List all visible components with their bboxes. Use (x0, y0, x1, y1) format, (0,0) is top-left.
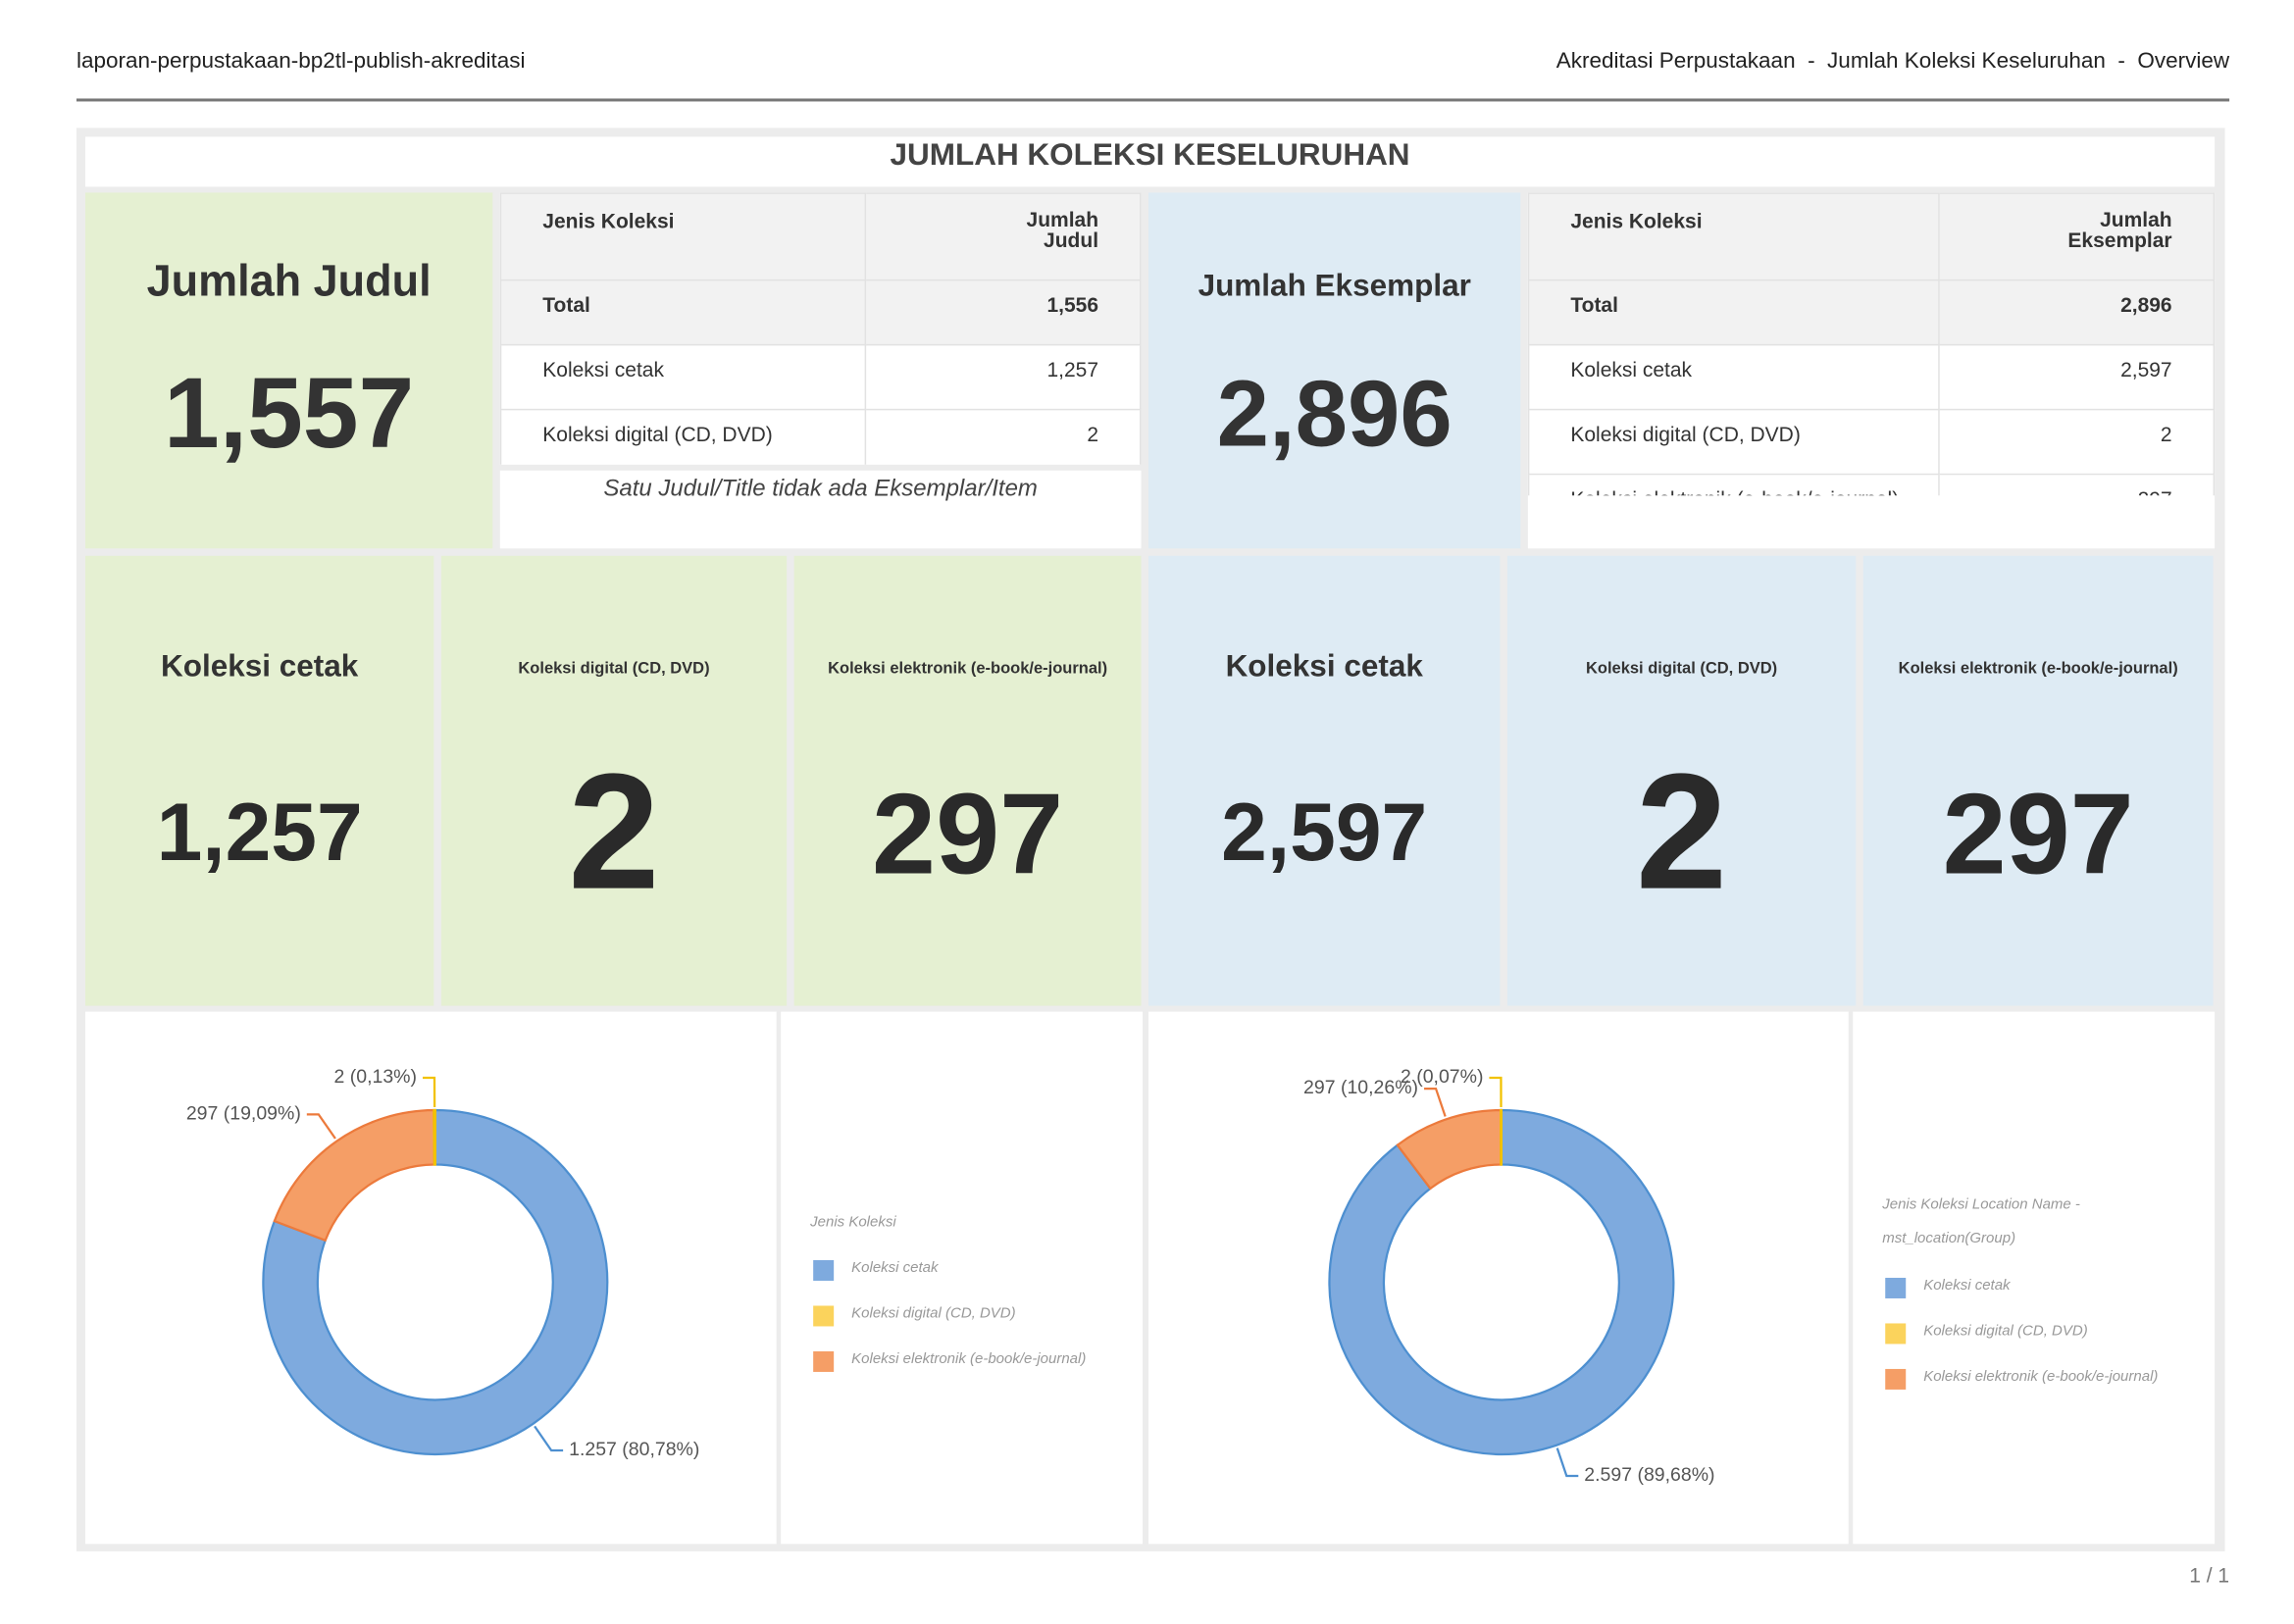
legend-item: Koleksi cetak (1923, 1277, 2011, 1294)
kpi-card: Koleksi digital (CD, DVD) 2 (440, 555, 788, 1006)
table-row: Koleksi cetak 1,257 (499, 343, 1142, 411)
table-total-row: Total 1,556 (499, 279, 1142, 346)
kpi-label: Koleksi cetak (1225, 649, 1423, 685)
legend-panel: Jenis Koleksi Koleksi cetak Koleksi digita… (781, 1011, 1144, 1545)
table-cell: Koleksi digital (CD, DVD) (1527, 408, 1940, 476)
table-row: Koleksi elektronik (e-book/e-journal)297 (1527, 473, 2216, 496)
column-header: Jumlah Judul (1026, 207, 1099, 252)
column-header: Jenis Koleksi (1527, 192, 1940, 281)
table-header-row: Jenis Koleksi Jumlah Judul (499, 192, 1142, 281)
donut-slice (1499, 1108, 1504, 1166)
data-table: Jenis Koleksi Jumlah Eksemplar Total 2,896 K… (1527, 192, 2216, 496)
table-cell: Koleksi cetak (1527, 343, 1940, 411)
legend-panel: Jenis Koleksi Location Name - mst_locati… (1853, 1011, 2216, 1545)
scorecard: Jumlah Judul 1,557 (84, 192, 493, 549)
donut-slice (273, 1108, 435, 1243)
legend-item: Koleksi cetak (851, 1259, 939, 1277)
data-label: 2 (0,07%) (1401, 1066, 1483, 1088)
data-label: 2.597 (89,68%) (1584, 1464, 1714, 1486)
kpi-card: Koleksi digital (CD, DVD) 2 (1506, 555, 1857, 1006)
table-cell: Total (1527, 279, 1940, 346)
donut-slice (1328, 1108, 1675, 1456)
data-label: 297 (10,26%) (1303, 1077, 1418, 1098)
table-cell: 1,556 (864, 279, 1142, 346)
column-header: Jumlah Eksemplar (2067, 207, 2172, 252)
table-panel: Jenis Koleksi Jumlah Judul Total 1,556 Kolek… (499, 192, 1142, 465)
leader-line (1555, 1447, 1579, 1478)
page-number: 1 / 1 (2189, 1562, 2230, 1587)
scorecard-label: Jumlah Eksemplar (1198, 269, 1471, 303)
scorecard-value: 1,557 (164, 357, 415, 470)
column-header-cell: Jumlah Judul (864, 192, 1142, 281)
legend-title: Jenis Koleksi (810, 1214, 896, 1231)
kpi-value: 1,257 (156, 785, 363, 879)
data-label: 297 (19,09%) (186, 1103, 301, 1125)
kpi-card: Koleksi elektronik (e-book/e-journal) 297 (1862, 555, 2214, 1006)
legend-item: Koleksi digital (CD, DVD) (851, 1305, 1016, 1322)
legend-swatch (813, 1305, 835, 1327)
table-cell: 297 (1938, 473, 2216, 496)
legend-title: Jenis Koleksi Location Name - mst_locati… (1882, 1196, 2080, 1247)
legend-swatch (1885, 1277, 1907, 1298)
breadcrumb: Akreditasi Perpustakaan - Jumlah Koleksi… (1555, 48, 2230, 74)
scorecard-value: 2,896 (1216, 360, 1453, 467)
kpi-card: Koleksi cetak 2,597 (1148, 555, 1501, 1006)
legend-item: Koleksi digital (CD, DVD) (1923, 1323, 2088, 1340)
table-cell: 2 (1938, 408, 2216, 476)
table-cell: Koleksi cetak (499, 343, 867, 411)
table-cell: 2 (864, 408, 1142, 465)
note: Satu Judul/Title tidak ada Eksemplar/Ite… (499, 470, 1142, 549)
table-panel: Jenis Koleksi Jumlah Eksemplar Total 2,896 K… (1527, 192, 2216, 496)
kpi-value: 297 (1942, 769, 2134, 899)
table-cell: Koleksi digital (CD, DVD) (499, 408, 867, 465)
data-label: 2 (0,13%) (334, 1066, 417, 1088)
leader-line (1489, 1076, 1503, 1108)
legend-swatch (813, 1259, 835, 1281)
table-row: Koleksi digital (CD, DVD) 2 (1527, 408, 2216, 476)
leader-line (534, 1425, 564, 1452)
legend-item: Koleksi elektronik (e-book/e-journal) (851, 1350, 1087, 1368)
kpi-card: Koleksi cetak 1,257 (84, 555, 434, 1006)
table-row: Koleksi digital (CD, DVD) 2 (499, 408, 1142, 465)
donut-slice (262, 1108, 609, 1456)
kpi-value: 297 (872, 769, 1064, 899)
scorecard: Jumlah Eksemplar 2,896 (1148, 192, 1521, 549)
legend-swatch (813, 1350, 835, 1372)
donut-slice (433, 1108, 436, 1166)
table-header-row: Jenis Koleksi Jumlah Eksemplar (1527, 192, 2216, 281)
table-cell: 1,257 (864, 343, 1142, 411)
legend-swatch (1885, 1323, 1907, 1345)
data-table: Jenis Koleksi Jumlah Judul Total 1,556 Kolek… (499, 192, 1142, 465)
kpi-value: 2 (1635, 739, 1728, 924)
table-total-row: Total 2,896 (1527, 279, 2216, 346)
dashboard-title: JUMLAH KOLEKSI KESELURUHAN (84, 136, 2216, 187)
kpi-card: Koleksi elektronik (e-book/e-journal) 297 (793, 555, 1142, 1006)
table-row: Koleksi cetak 2,597 (1527, 343, 2216, 411)
scorecard-label: Jumlah Judul (146, 257, 432, 306)
leader-line (1424, 1087, 1447, 1117)
kpi-value: 2 (568, 739, 660, 924)
report-name: laporan-perpustakaan-bp2tl-publish-akred… (76, 48, 526, 74)
header-rule (76, 98, 2230, 102)
table-cell: 2,597 (1938, 343, 2216, 411)
table-cell: Koleksi elektronik (e-book/e-journal) (1527, 473, 1940, 496)
kpi-label: Koleksi cetak (160, 649, 359, 685)
table-cell: 2,896 (1938, 279, 2216, 346)
column-header-cell: Jumlah Eksemplar (1938, 192, 2216, 281)
kpi-value: 2,597 (1221, 785, 1428, 879)
leader-line (306, 1113, 336, 1140)
table-cell: Total (499, 279, 867, 346)
column-header: Jenis Koleksi (499, 192, 867, 281)
legend-item: Koleksi elektronik (e-book/e-journal) (1923, 1368, 2159, 1386)
data-label: 1.257 (80,78%) (569, 1439, 699, 1460)
leader-line (422, 1076, 436, 1108)
legend-swatch (1885, 1368, 1907, 1390)
